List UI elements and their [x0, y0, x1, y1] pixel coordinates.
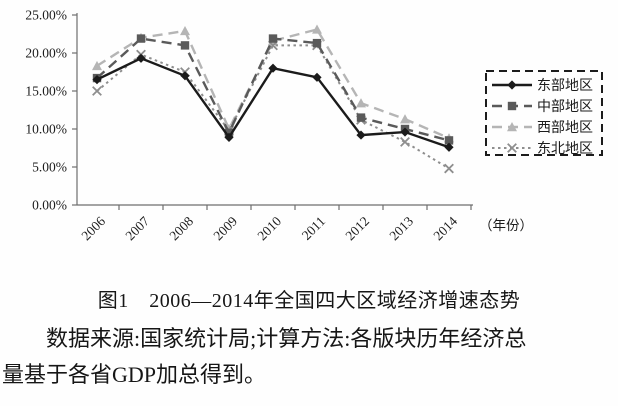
marker-diamond	[400, 127, 410, 137]
marker-x	[92, 86, 102, 96]
legend-item-east	[492, 80, 532, 90]
figure-caption: 图1 2006—2014年全国四大区域经济增速态势	[97, 290, 521, 312]
series-east	[92, 53, 454, 152]
marker-square	[507, 101, 517, 111]
y-tick-label: 15.00%	[25, 84, 67, 99]
marker-square	[312, 38, 322, 48]
marker-diamond	[136, 53, 146, 63]
legend-label: 东部地区	[537, 78, 593, 94]
legend-label: 东北地区	[537, 141, 593, 157]
x-tick-label: 2012	[342, 214, 372, 244]
marker-x	[400, 136, 410, 147]
y-tick-label: 20.00%	[25, 46, 67, 61]
growth-line-chart: 25.00% 20.00% 15.00% 10.00% 5.00% 0.00% 2006 20…	[25, 8, 603, 244]
marker-triangle	[507, 122, 517, 132]
legend-item-west	[492, 122, 532, 132]
x-tick-label: 2014	[430, 213, 460, 243]
x-tick-label: 2008	[166, 213, 196, 243]
marker-square	[356, 113, 366, 122]
marker-square	[180, 41, 190, 50]
legend-label: 中部地区	[537, 99, 593, 115]
legend-border	[485, 70, 603, 156]
legend-label: 西部地区	[537, 120, 593, 136]
marker-triangle	[312, 24, 322, 34]
x-tick-label: 2010	[254, 213, 284, 243]
legend-item-northeast	[492, 143, 532, 153]
marker-diamond	[180, 71, 190, 81]
x-tick-label: 2007	[122, 213, 152, 243]
figure-source-note: 数据来源:国家统计局;计算方法:各版块历年经济总 量基于各省GDP加总得到。	[2, 326, 527, 387]
marker-diamond	[507, 80, 517, 90]
marker-diamond	[356, 130, 366, 140]
x-tick-label: 2009	[210, 213, 240, 243]
marker-triangle	[400, 114, 410, 124]
x-tick-label: 2006	[78, 213, 108, 243]
marker-diamond	[312, 72, 322, 82]
marker-diamond	[268, 63, 278, 73]
marker-square	[136, 34, 146, 43]
marker-x	[444, 163, 454, 174]
y-tick-label: 0.00%	[32, 198, 67, 213]
x-axis-unit-label: （年份）	[479, 218, 533, 233]
series-line-northeast	[96, 44, 450, 170]
axes	[76, 13, 473, 206]
marker-triangle	[356, 98, 366, 108]
legend	[485, 70, 603, 156]
marker-x	[507, 143, 517, 153]
y-tick-label: 10.00%	[25, 122, 67, 137]
series-central	[92, 34, 454, 145]
marker-triangle	[180, 25, 190, 36]
y-tick-label: 25.00%	[25, 8, 67, 23]
marker-triangle	[92, 60, 102, 71]
marker-diamond	[444, 142, 454, 152]
marker-square	[444, 136, 454, 145]
marker-diamond	[224, 132, 234, 142]
y-tick-label: 5.00%	[32, 160, 67, 175]
legend-item-central	[492, 101, 532, 111]
series-line-central	[96, 37, 450, 142]
series-line-west	[96, 28, 450, 140]
marker-diamond	[92, 75, 102, 85]
chart-area: 25.00% 20.00% 15.00% 10.00% 5.00% 0.00% 2006 20…	[25, 8, 603, 244]
x-tick-label: 2011	[299, 214, 328, 243]
x-tick-label: 2013	[386, 213, 416, 243]
marker-square	[268, 34, 278, 43]
